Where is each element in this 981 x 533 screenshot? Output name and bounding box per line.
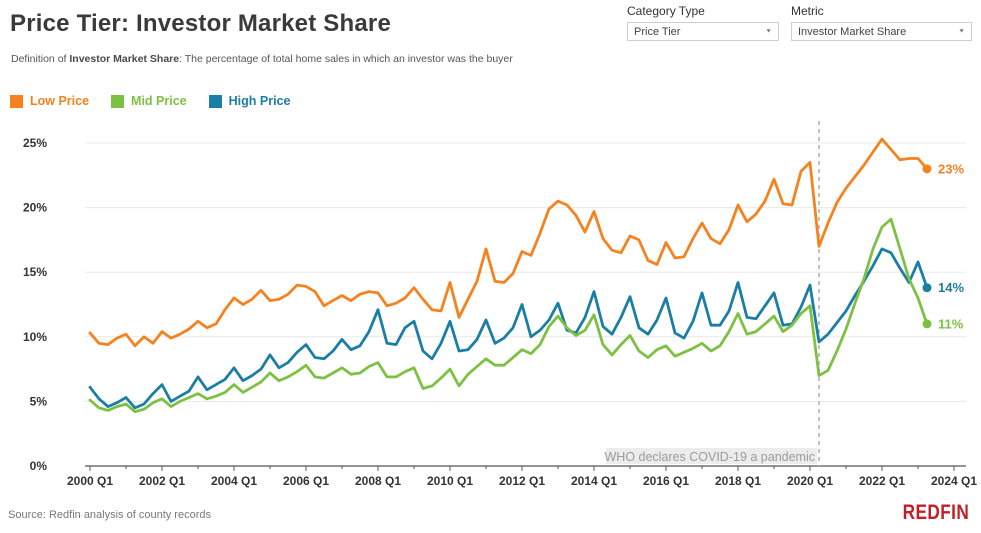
redfin-logo: REDFIN bbox=[902, 501, 969, 524]
y-axis-tick-label: 5% bbox=[30, 394, 48, 408]
metric-value: Investor Market Share bbox=[798, 25, 907, 38]
series-end-label: 23% bbox=[938, 161, 964, 176]
y-axis-tick-label: 25% bbox=[23, 136, 47, 150]
x-axis-tick-label: 2020 Q1 bbox=[787, 474, 833, 488]
pandemic-annotation: WHO declares COVID-19 a pandemic bbox=[605, 450, 816, 464]
subtitle-term: Investor Market Share bbox=[69, 53, 180, 65]
chart-subtitle: Definition of Investor Market Share: The… bbox=[11, 53, 513, 65]
metric-label: Metric bbox=[791, 4, 824, 18]
y-axis-tick-label: 0% bbox=[30, 459, 48, 473]
subtitle-prefix: Definition of bbox=[11, 53, 70, 65]
y-axis-tick-label: 20% bbox=[23, 201, 47, 215]
annotation-background bbox=[606, 448, 817, 464]
category-type-select[interactable]: Price Tier ▼ bbox=[627, 22, 779, 41]
series-line-low-price bbox=[88, 137, 929, 348]
x-axis-tick-label: 2024 Q1 bbox=[931, 474, 977, 488]
x-axis-tick-label: 2006 Q1 bbox=[283, 474, 329, 488]
series-line-high-price bbox=[88, 247, 929, 410]
series-end-dot bbox=[922, 283, 932, 293]
x-axis-tick-label: 2022 Q1 bbox=[859, 474, 905, 488]
high-price-swatch-icon bbox=[208, 94, 222, 108]
legend-label: High Price bbox=[228, 94, 291, 108]
legend-item-low-price: Low Price bbox=[10, 94, 89, 108]
x-axis-tick-label: 2012 Q1 bbox=[499, 474, 545, 488]
mid-price-swatch-icon bbox=[111, 94, 125, 108]
x-axis-tick-label: 2014 Q1 bbox=[571, 474, 617, 488]
x-axis-tick-label: 2004 Q1 bbox=[211, 474, 257, 488]
chevron-down-icon: ▼ bbox=[765, 28, 772, 35]
x-axis-tick-label: 2002 Q1 bbox=[139, 474, 185, 488]
series-end-dot bbox=[922, 319, 932, 329]
y-axis-tick-label: 15% bbox=[23, 265, 47, 279]
legend-label: Low Price bbox=[30, 94, 90, 108]
legend-item-high-price: High Price bbox=[208, 94, 291, 108]
legend: Low Price Mid Price High Price bbox=[10, 94, 290, 108]
y-axis-tick-label: 10% bbox=[23, 330, 47, 344]
category-type-label: Category Type bbox=[627, 4, 705, 18]
subtitle-rest: : The percentage of total home sales in … bbox=[179, 53, 513, 65]
low-price-swatch-icon bbox=[10, 94, 23, 108]
legend-item-mid-price: Mid Price bbox=[111, 94, 187, 108]
x-axis-tick-label: 2018 Q1 bbox=[715, 474, 761, 488]
x-axis-tick-label: 2000 Q1 bbox=[67, 474, 113, 488]
metric-control: Metric Investor Market Share ▼ bbox=[791, 4, 972, 41]
x-axis-tick-label: 2008 Q1 bbox=[355, 474, 401, 488]
x-axis-tick-label: 2010 Q1 bbox=[427, 474, 473, 488]
legend-label: Mid Price bbox=[131, 94, 187, 108]
chevron-down-icon: ▼ bbox=[958, 28, 965, 35]
series-end-label: 11% bbox=[938, 316, 964, 331]
category-type-control: Category Type Price Tier ▼ bbox=[627, 4, 779, 41]
metric-select[interactable]: Investor Market Share ▼ bbox=[791, 22, 972, 41]
series-end-dot bbox=[922, 164, 932, 174]
x-axis-tick-label: 2016 Q1 bbox=[643, 474, 689, 488]
category-type-value: Price Tier bbox=[634, 25, 681, 38]
series-line-mid-price bbox=[88, 217, 929, 414]
series-end-label: 14% bbox=[938, 280, 964, 295]
source-note: Source: Redfin analysis of county record… bbox=[8, 509, 211, 521]
page-title: Price Tier: Investor Market Share bbox=[10, 10, 391, 37]
